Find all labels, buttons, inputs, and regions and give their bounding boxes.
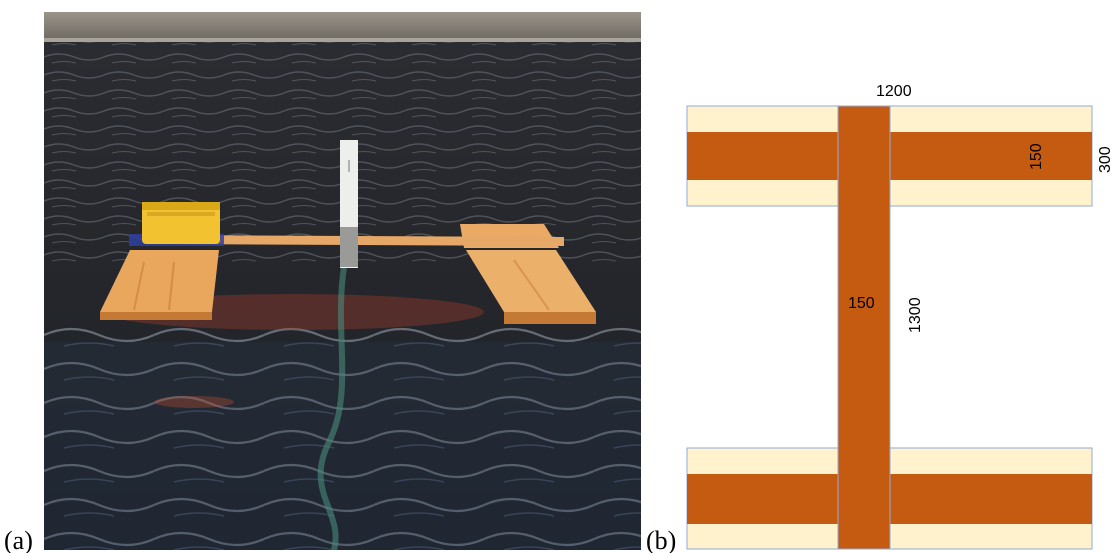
platform-photo-illustration — [44, 12, 641, 550]
cross-beam — [164, 235, 564, 246]
left-pontoon — [100, 250, 219, 312]
platform-diagram: 1200 150 1300 150 300 — [686, 78, 1115, 553]
dim-top-width: 1200 — [876, 83, 912, 100]
central-beam — [837, 105, 891, 550]
panel-label-b: (b) — [646, 526, 677, 553]
dim-core-width: 150 — [1028, 143, 1045, 170]
platform-photo — [44, 12, 641, 550]
right-pontoon — [466, 250, 596, 312]
platform-diagram-svg: 1200 150 1300 150 300 — [686, 83, 1114, 550]
dim-beam-width: 150 — [848, 295, 875, 312]
dim-pontoon-height: 300 — [1097, 146, 1114, 173]
dim-beam-length: 1300 — [907, 297, 924, 333]
panel-label-a: (a) — [4, 526, 33, 553]
shoreline — [44, 12, 641, 42]
submerged-cable — [317, 266, 347, 550]
